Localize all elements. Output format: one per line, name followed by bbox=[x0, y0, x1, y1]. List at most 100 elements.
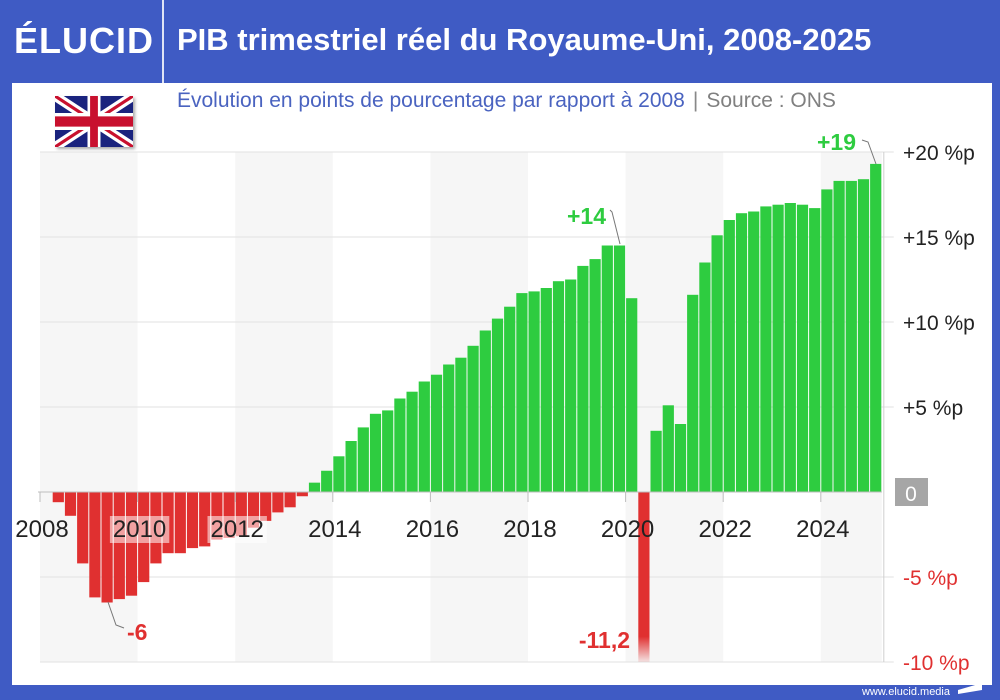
annotation-leader bbox=[609, 209, 621, 245]
y-tick-label: -5 %p bbox=[903, 567, 958, 590]
bar bbox=[260, 492, 272, 521]
bar bbox=[516, 293, 528, 492]
bar bbox=[809, 208, 821, 492]
bar bbox=[857, 179, 870, 492]
bar bbox=[613, 245, 626, 492]
x-tick-label: 2010 bbox=[113, 516, 166, 543]
source-label: Source : ONS bbox=[706, 89, 836, 112]
footer-url: www.elucid.media bbox=[861, 686, 950, 698]
bar bbox=[760, 206, 772, 492]
y-tick-label: 0 bbox=[905, 483, 917, 506]
bar bbox=[845, 180, 857, 492]
bar bbox=[308, 482, 321, 492]
zero-badge bbox=[895, 478, 928, 506]
bar bbox=[821, 189, 833, 492]
bar bbox=[467, 345, 479, 492]
bar bbox=[796, 204, 809, 492]
bar bbox=[223, 492, 235, 538]
bar bbox=[296, 492, 308, 497]
bar bbox=[674, 424, 687, 492]
bar bbox=[870, 163, 882, 492]
y-tick-label: -10 %p bbox=[903, 652, 970, 675]
x-tick-label: 2024 bbox=[796, 516, 849, 543]
bar bbox=[491, 318, 504, 492]
x-tick-label: 2008 bbox=[15, 516, 68, 543]
bar bbox=[552, 281, 565, 492]
bar bbox=[333, 456, 345, 492]
y-tick-label: +15 %p bbox=[903, 227, 975, 250]
x-tick-label: 2022 bbox=[699, 516, 752, 543]
bar bbox=[455, 357, 467, 492]
bar bbox=[247, 492, 260, 528]
bar bbox=[833, 180, 845, 492]
bar bbox=[748, 211, 760, 492]
bar bbox=[64, 492, 77, 516]
annotation-label: -11,2 bbox=[579, 627, 630, 653]
y-tick-label: +20 %p bbox=[903, 142, 975, 165]
subtitle-separator: | bbox=[692, 89, 699, 112]
x-tick-label: 2016 bbox=[406, 516, 459, 543]
bar bbox=[89, 492, 101, 598]
bar bbox=[504, 306, 516, 492]
header: ÉLUCID PIB trimestriel réel du Royaume-U… bbox=[0, 0, 1000, 83]
bar bbox=[272, 492, 284, 513]
bar bbox=[784, 203, 796, 492]
bar bbox=[528, 291, 540, 492]
bar bbox=[540, 288, 552, 492]
bar bbox=[52, 492, 64, 503]
bar bbox=[394, 398, 406, 492]
bar bbox=[443, 364, 455, 492]
bar bbox=[565, 279, 577, 492]
bar bbox=[723, 220, 735, 492]
bar bbox=[321, 470, 333, 492]
bar bbox=[589, 259, 601, 492]
bar bbox=[699, 262, 711, 492]
y-tick-label: +5 %p bbox=[903, 397, 963, 420]
bar bbox=[125, 492, 138, 596]
elucid-logo: ÉLUCID bbox=[14, 20, 154, 61]
bar bbox=[101, 492, 113, 603]
label-background bbox=[207, 516, 267, 543]
bar bbox=[174, 492, 186, 554]
elucid-mark-icon bbox=[958, 683, 982, 694]
bar bbox=[186, 492, 199, 549]
annotation-label: +19 bbox=[817, 129, 856, 155]
annotation-label: -6 bbox=[127, 619, 147, 645]
bar bbox=[662, 405, 674, 492]
united-kingdom-flag-icon bbox=[55, 96, 133, 147]
chart-title: PIB trimestriel réel du Royaume-Uni, 200… bbox=[177, 22, 872, 57]
annotation-label: +14 bbox=[567, 203, 606, 229]
bar bbox=[211, 492, 223, 540]
bar bbox=[772, 204, 784, 492]
bar bbox=[735, 213, 748, 492]
bar bbox=[284, 492, 296, 508]
x-tick-label: 2014 bbox=[308, 516, 361, 543]
bar bbox=[638, 492, 650, 662]
header-divider bbox=[162, 0, 164, 83]
bar bbox=[479, 330, 491, 492]
bar bbox=[345, 441, 357, 492]
bar bbox=[687, 294, 699, 492]
bar bbox=[369, 413, 382, 492]
x-tick-label: 2018 bbox=[503, 516, 556, 543]
y-tick-label: +10 %p bbox=[903, 312, 975, 335]
subtitle-text: Évolution en points de pourcentage par r… bbox=[177, 89, 685, 112]
bar bbox=[626, 298, 638, 492]
annotation-leader bbox=[861, 139, 877, 165]
bar bbox=[77, 492, 89, 564]
bar bbox=[113, 492, 125, 600]
chart-subtitle: Évolution en points de pourcentage par r… bbox=[177, 89, 836, 113]
bar bbox=[357, 427, 369, 492]
bar bbox=[406, 391, 418, 492]
bar bbox=[418, 381, 430, 492]
label-background bbox=[109, 516, 170, 543]
bar bbox=[650, 430, 662, 492]
annotation-leader bbox=[107, 601, 125, 629]
bar bbox=[577, 265, 589, 492]
bar bbox=[711, 235, 723, 493]
bar bbox=[430, 374, 443, 492]
x-tick-label: 2012 bbox=[211, 516, 264, 543]
bar bbox=[199, 492, 211, 547]
x-tick-label: 2020 bbox=[601, 516, 654, 543]
